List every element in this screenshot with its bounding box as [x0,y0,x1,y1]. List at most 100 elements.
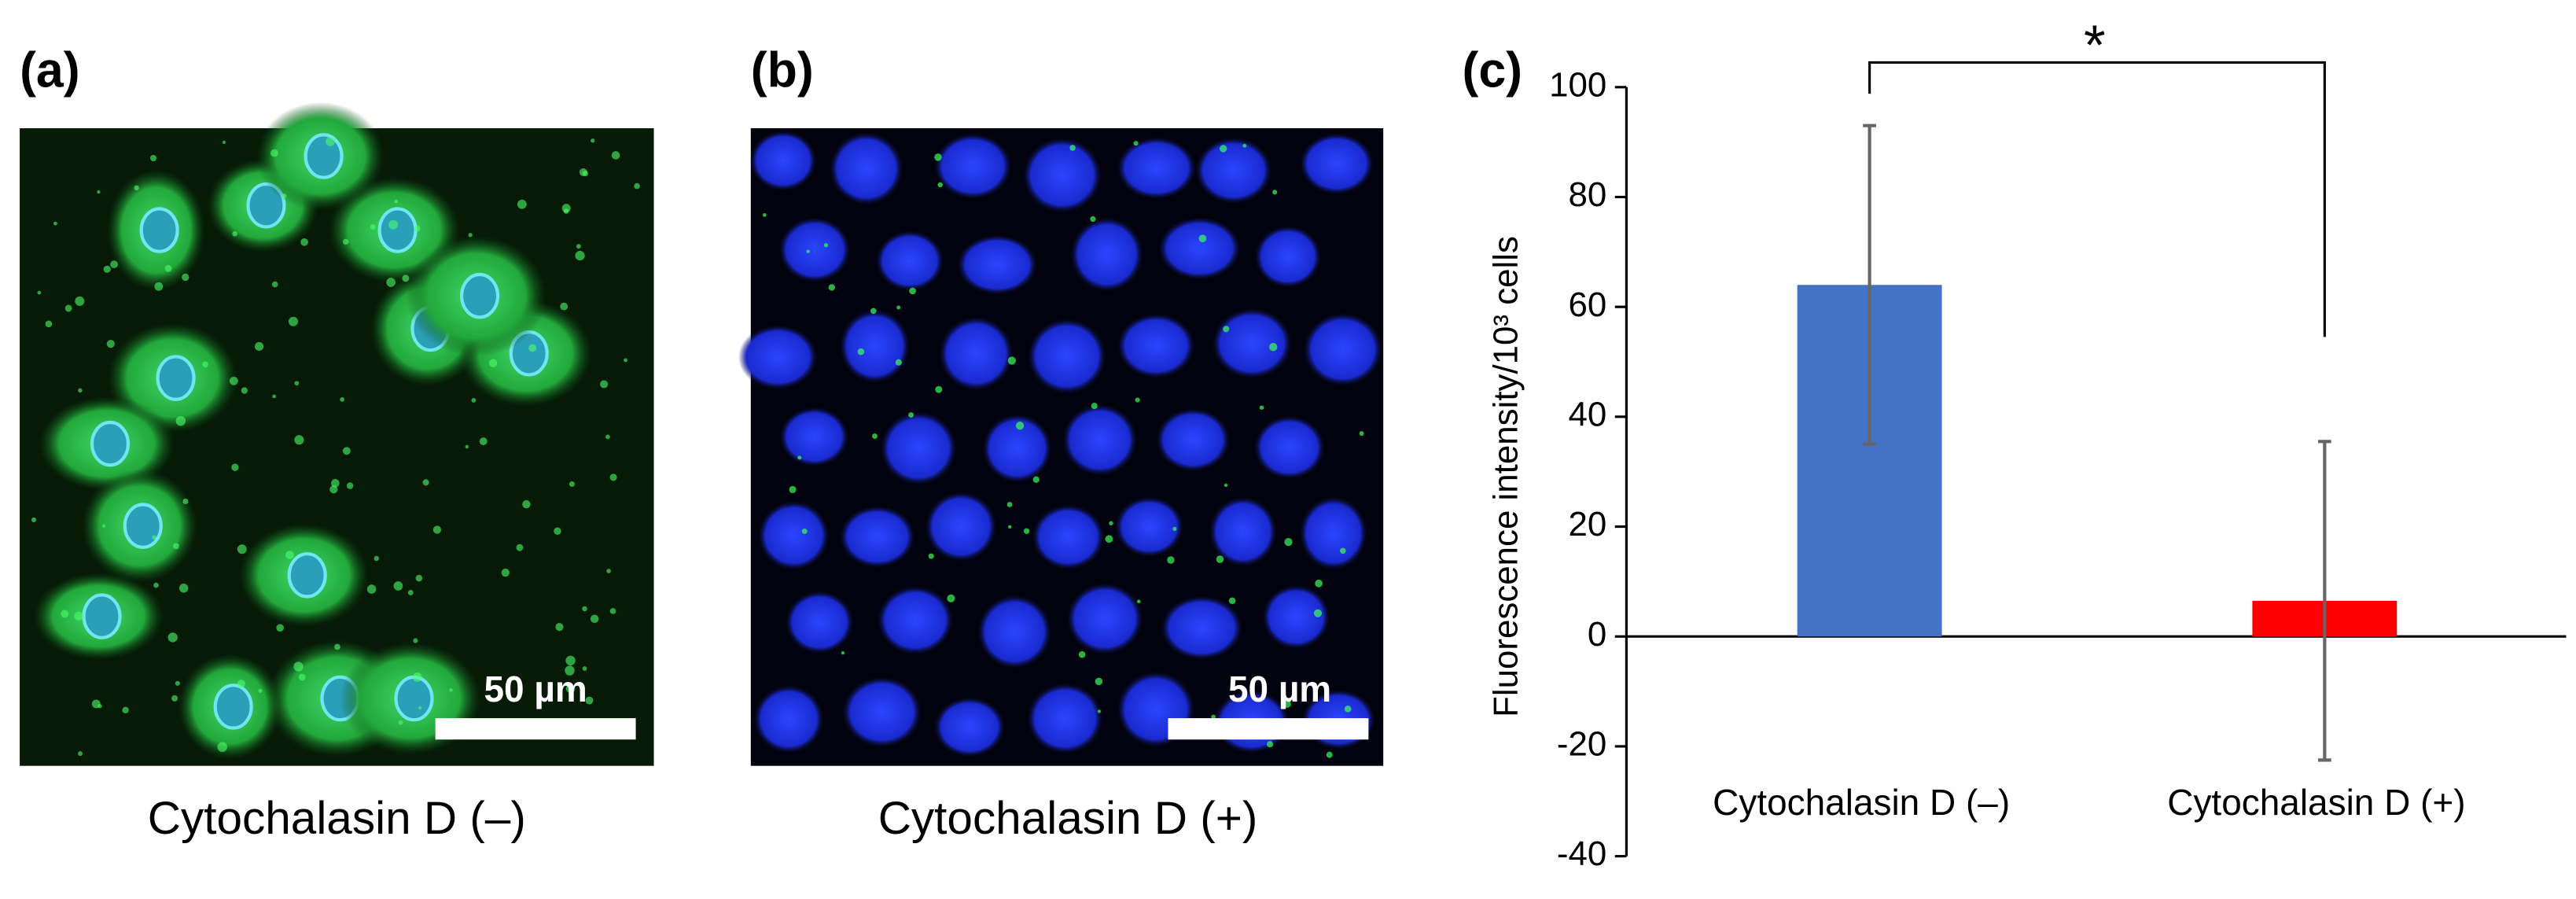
speck [237,680,245,688]
speck [563,208,569,214]
speck [270,149,278,157]
speck [569,481,576,488]
speck [153,582,159,588]
speck [122,706,129,714]
panel-label: (a) [20,43,80,98]
caption: Cytochalasin D (–) [148,793,526,844]
nucleus [123,503,163,549]
nucleus [1195,137,1272,204]
speck [449,688,453,692]
speck [575,250,585,261]
speck [75,296,85,306]
speck [1344,705,1352,713]
scale-bar-label: 50 µm [484,669,587,709]
nucleus [1117,137,1196,200]
nucleus [1299,133,1374,195]
nucleus [1032,504,1105,569]
speck [1242,143,1247,148]
speck [171,695,178,702]
speck [110,260,119,269]
speck [331,479,340,488]
speck [407,589,414,595]
speck [1133,141,1139,146]
speck [468,233,473,238]
speck [154,282,164,291]
nucleus [1066,583,1143,654]
speck [565,665,575,676]
speck [935,385,943,393]
speck [398,720,403,725]
speck [611,151,620,160]
speck [294,381,300,386]
speck [413,638,418,643]
speck [591,138,595,143]
speck [282,193,287,199]
y-tick-label: 0 [1588,615,1606,654]
nucleus [1062,403,1138,476]
speck [908,412,914,418]
nucleus [1299,496,1367,570]
nucleus [1115,496,1184,557]
panel-label: (c) [1462,43,1522,98]
speck [947,594,955,602]
speck [1032,476,1040,483]
speck [285,551,294,559]
speck [78,388,83,393]
speck [582,606,587,612]
nucleus [830,132,903,205]
speck [934,153,942,161]
speck [103,265,111,273]
speck [289,316,299,326]
speck [388,219,399,230]
speck [528,344,537,352]
speck [1272,190,1278,195]
speck [222,140,226,145]
nucleus [786,591,854,654]
speck [175,680,180,686]
speck [61,610,69,618]
speck [97,190,101,194]
speck [370,224,376,230]
speck [1315,579,1323,588]
speck [1023,528,1030,534]
speck [53,221,57,226]
speck [789,485,797,493]
speck [1069,145,1076,151]
speck [516,543,524,551]
x-tick-label: Cytochalasin D (–) [1713,782,2010,823]
speck [152,535,156,540]
speck [276,624,285,632]
speck [1269,343,1278,352]
speck [806,249,810,253]
speck [565,683,576,694]
speck [585,696,594,705]
nucleus [875,230,944,291]
speck [600,380,609,389]
speck [871,433,878,440]
speck [1091,403,1098,410]
nucleus [1070,217,1143,292]
speck [605,434,610,440]
speck [300,238,308,246]
speck [182,498,189,505]
speck [1220,145,1227,153]
speck [340,396,345,402]
speck [414,225,421,232]
speck [517,199,527,209]
speck [762,213,767,217]
speck [1313,609,1323,617]
speck [271,281,278,288]
nucleus [82,593,122,639]
speck [418,706,422,710]
speck [134,185,139,191]
speck [857,348,865,356]
speck [149,154,157,162]
speck [237,544,247,555]
y-tick-label: -20 [1557,725,1606,764]
speck [870,308,877,315]
nucleus [1262,584,1330,650]
speck [554,527,561,536]
nucleus [1117,313,1195,378]
nucleus [842,676,922,747]
